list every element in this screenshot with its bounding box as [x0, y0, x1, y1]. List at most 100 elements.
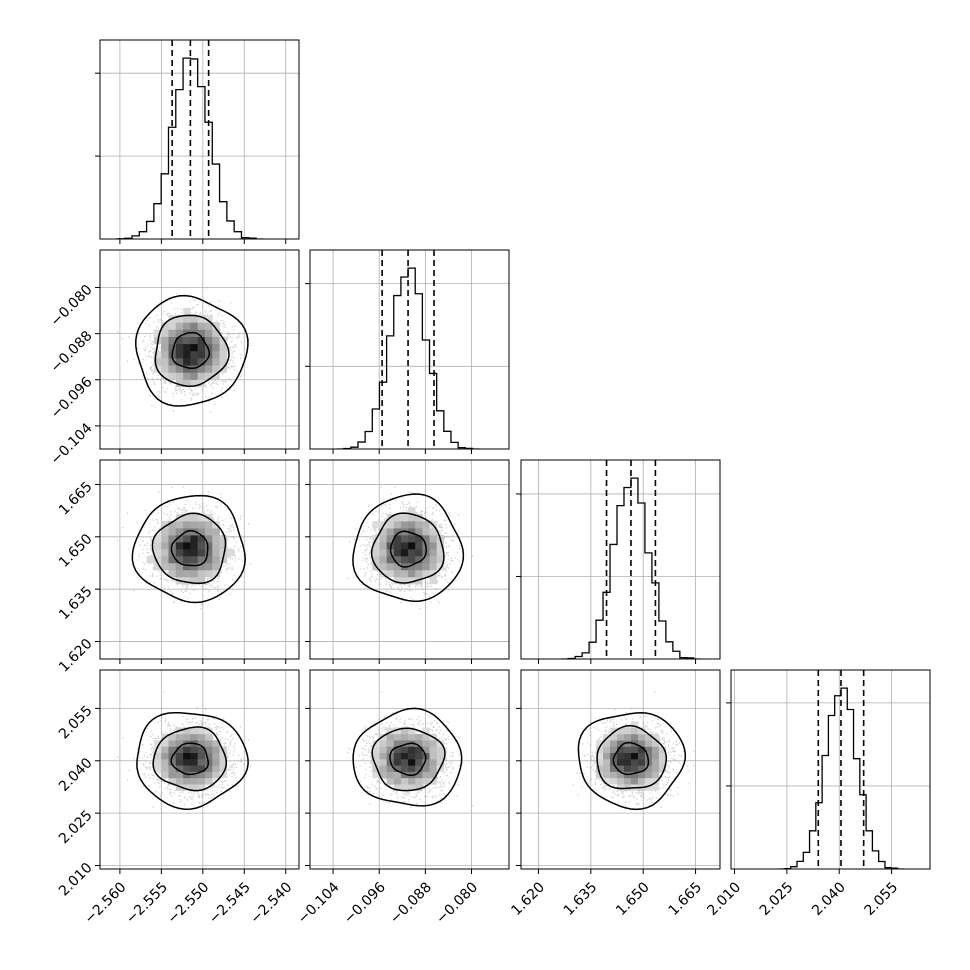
- density-cell: [386, 542, 395, 550]
- density-cell: [630, 759, 639, 766]
- contour-level: [136, 711, 249, 810]
- density-cell: [630, 746, 639, 754]
- density-cell: [190, 372, 198, 380]
- density-cell: [183, 514, 191, 522]
- density-cell: [429, 765, 437, 772]
- density-cell: [429, 740, 437, 747]
- density-cell: [408, 535, 416, 543]
- density-cell: [379, 771, 387, 779]
- density-cell: [436, 752, 445, 760]
- density-cell: [190, 784, 198, 791]
- density-cell: [197, 350, 206, 359]
- density-cell: [393, 727, 402, 735]
- density-cell: [630, 777, 639, 785]
- density-cell: [400, 549, 409, 557]
- panel-0-0: [95, 39, 300, 244]
- density-cell: [393, 514, 402, 522]
- density-cell: [168, 765, 177, 772]
- density-cell: [204, 521, 213, 529]
- density-cell: [393, 549, 402, 557]
- y-tick-label: 2.025: [56, 807, 96, 847]
- density-cell: [168, 365, 177, 373]
- y-tick-label: 2.010: [56, 860, 96, 900]
- density-cell: [408, 727, 416, 735]
- density-cell: [197, 549, 206, 557]
- density-cell: [400, 556, 409, 564]
- density-cell: [175, 365, 184, 373]
- density-cell: [204, 562, 213, 571]
- density-cell: [415, 521, 423, 529]
- density-cell: [400, 777, 409, 785]
- density-cell: [183, 569, 191, 578]
- density-cell: [168, 358, 177, 366]
- density-cell: [161, 759, 169, 766]
- density-cell: [197, 740, 206, 747]
- density-cell: [175, 528, 184, 536]
- density-cell: [153, 350, 162, 359]
- density-cell: [400, 759, 409, 766]
- density-cell: [190, 549, 198, 557]
- density-cell: [617, 752, 625, 760]
- contour-level: [131, 494, 246, 604]
- density-cell: [408, 542, 416, 550]
- density-cell: [617, 733, 625, 741]
- density-cell: [190, 365, 198, 373]
- density-cell: [212, 535, 220, 543]
- density-cell: [219, 350, 228, 359]
- density-cell: [161, 765, 169, 772]
- density-cell: [175, 771, 184, 779]
- density-cell: [617, 784, 625, 791]
- density-cell: [175, 752, 184, 760]
- density-cell: [190, 379, 198, 388]
- density-cell: [168, 777, 177, 785]
- density-cell: [168, 740, 177, 747]
- density-cell: [212, 556, 220, 564]
- density-cell: [630, 771, 639, 779]
- density-cell: [190, 733, 198, 741]
- density-cell: [408, 528, 416, 536]
- density-cell: [422, 569, 430, 578]
- density-cell: [197, 752, 206, 760]
- density-cell: [393, 535, 402, 543]
- density-cell: [372, 746, 380, 754]
- density-cell: [204, 535, 213, 543]
- density-cell: [400, 535, 409, 543]
- density-cell: [197, 556, 206, 564]
- density-cell: [408, 784, 416, 791]
- density-cell: [436, 759, 445, 766]
- density-cell: [408, 752, 416, 760]
- density-cell: [204, 727, 213, 735]
- density-cell: [610, 771, 618, 779]
- density-cell: [204, 322, 213, 330]
- density-cell: [408, 521, 416, 529]
- density-cell: [219, 343, 228, 352]
- x-tick-label: −0.080: [433, 879, 481, 927]
- density-cell: [190, 542, 198, 550]
- density-cell: [197, 746, 206, 754]
- y-tick-label: −0.104: [48, 420, 96, 468]
- density-cell: [153, 542, 162, 550]
- density-cell: [197, 759, 206, 766]
- density-cell: [226, 549, 235, 557]
- density-cell: [197, 727, 206, 735]
- density-cell: [161, 372, 169, 380]
- x-tick-label: −2.560: [82, 879, 130, 927]
- density-cell: [204, 542, 213, 550]
- density-cell: [372, 740, 380, 747]
- density-cell: [219, 336, 228, 345]
- density-cell: [161, 350, 169, 359]
- density-cell: [379, 521, 387, 529]
- density-cell: [386, 740, 395, 747]
- density-cell: [422, 740, 430, 747]
- density-cell: [400, 752, 409, 760]
- density-cell: [175, 315, 184, 323]
- density-cell: [183, 556, 191, 564]
- density-cell: [429, 569, 437, 578]
- y-tick-label: −0.096: [48, 374, 96, 422]
- density-cell: [190, 315, 198, 323]
- density-cell: [415, 556, 423, 564]
- density-cell: [161, 521, 169, 529]
- density-cell: [175, 358, 184, 366]
- density-cell: [212, 350, 220, 359]
- contour-level: [612, 741, 650, 776]
